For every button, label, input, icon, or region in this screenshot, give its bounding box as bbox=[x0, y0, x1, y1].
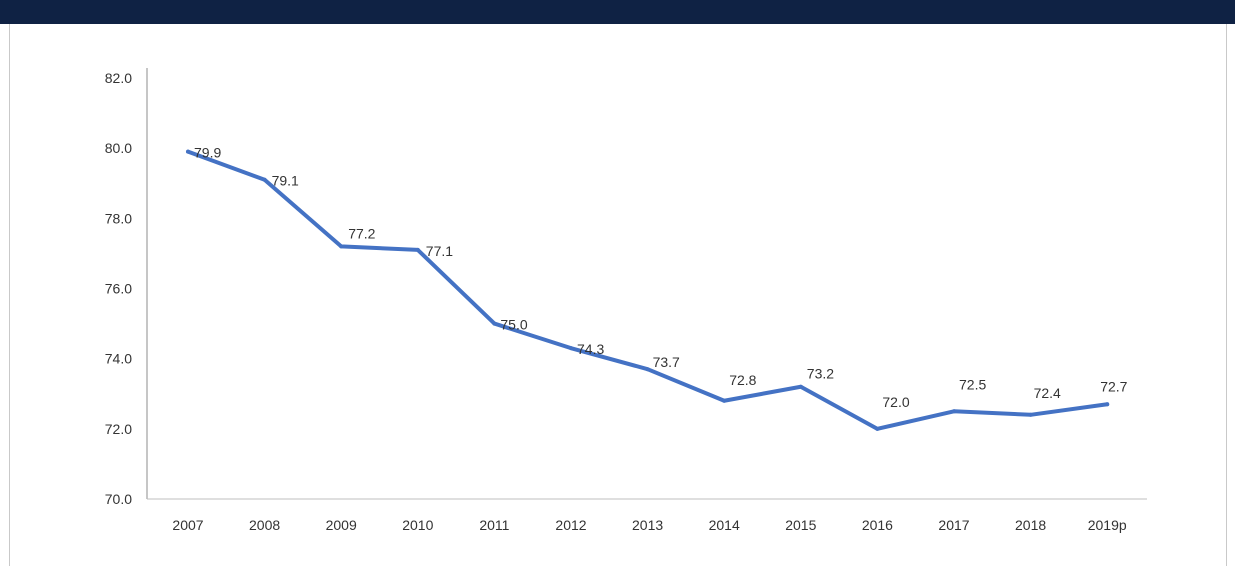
data-point bbox=[339, 244, 343, 248]
x-tick-label: 2018 bbox=[1015, 517, 1046, 533]
data-label: 72.0 bbox=[882, 394, 909, 410]
x-tick-label: 2017 bbox=[938, 517, 969, 533]
data-label: 72.5 bbox=[959, 376, 986, 392]
data-label: 73.7 bbox=[653, 354, 680, 370]
data-point bbox=[722, 399, 726, 403]
data-point bbox=[952, 409, 956, 413]
y-tick-label: 82.0 bbox=[105, 70, 132, 86]
data-point bbox=[492, 322, 496, 326]
x-tick-label: 2007 bbox=[172, 517, 203, 533]
y-tick-label: 72.0 bbox=[105, 421, 132, 437]
data-point bbox=[799, 385, 803, 389]
data-label: 73.2 bbox=[807, 366, 834, 382]
y-tick-label: 78.0 bbox=[105, 210, 132, 226]
x-tick-label: 2008 bbox=[249, 517, 280, 533]
y-tick-label: 80.0 bbox=[105, 140, 132, 156]
x-tick-label: 2013 bbox=[632, 517, 663, 533]
data-label: 77.1 bbox=[426, 243, 453, 259]
data-point bbox=[646, 367, 650, 371]
x-tick-label: 2012 bbox=[555, 517, 586, 533]
x-tick-label: 2009 bbox=[326, 517, 357, 533]
data-point bbox=[416, 248, 420, 252]
data-label: 72.7 bbox=[1100, 378, 1127, 394]
data-point bbox=[186, 150, 190, 154]
x-tick-label: 2019p bbox=[1088, 517, 1127, 533]
data-label: 77.2 bbox=[348, 225, 375, 241]
y-tick-label: 70.0 bbox=[105, 491, 132, 507]
data-label: 75.0 bbox=[500, 317, 527, 333]
y-tick-label: 74.0 bbox=[105, 351, 132, 367]
y-tick-label: 76.0 bbox=[105, 281, 132, 297]
data-point bbox=[263, 178, 267, 182]
data-label: 79.9 bbox=[194, 145, 221, 161]
data-label: 79.1 bbox=[272, 173, 299, 189]
x-tick-label: 2011 bbox=[479, 517, 509, 533]
data-point bbox=[1029, 413, 1033, 417]
data-point bbox=[1105, 402, 1109, 406]
x-tick-label: 2010 bbox=[402, 517, 433, 533]
data-label: 72.4 bbox=[1034, 385, 1061, 401]
data-point bbox=[875, 427, 879, 431]
x-tick-label: 2014 bbox=[709, 517, 740, 533]
data-label: 74.3 bbox=[577, 341, 604, 357]
x-tick-label: 2016 bbox=[862, 517, 893, 533]
data-point bbox=[569, 346, 573, 350]
x-tick-label: 2015 bbox=[785, 517, 816, 533]
data-label: 72.8 bbox=[729, 372, 756, 388]
